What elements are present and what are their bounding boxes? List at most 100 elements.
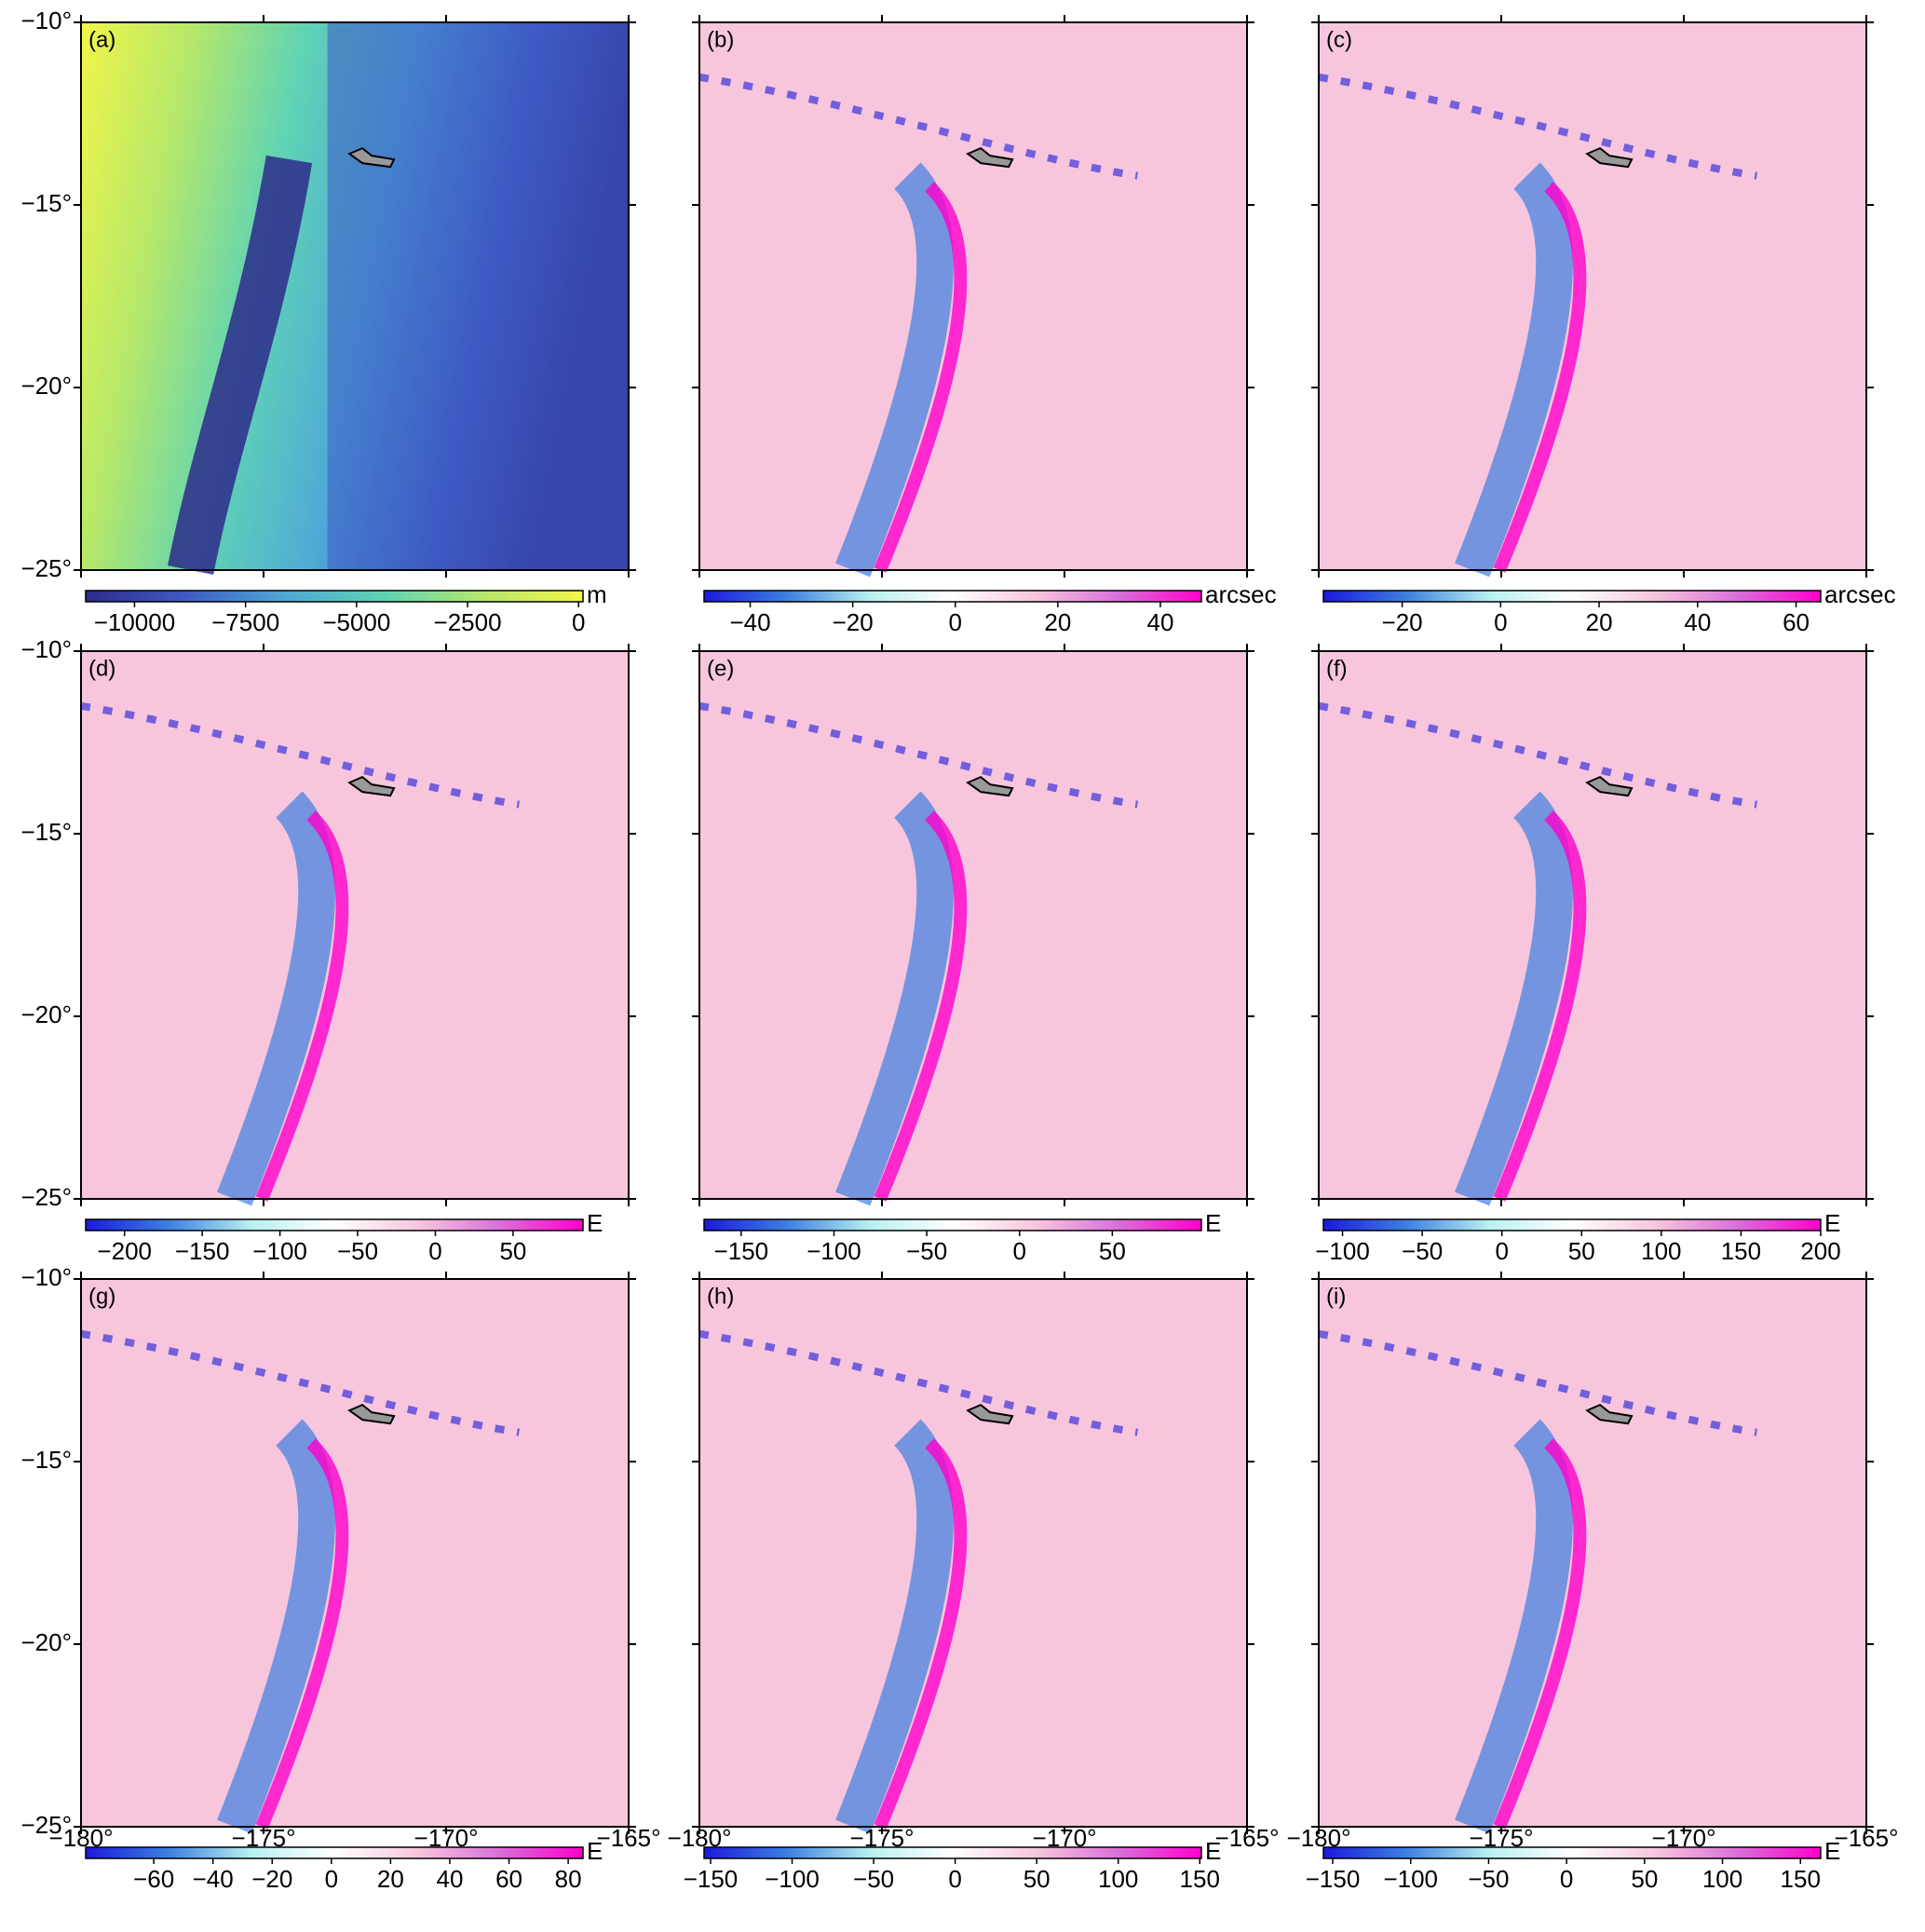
colorbar-tick-label: −200	[97, 1237, 152, 1265]
lat-label: −15°	[20, 818, 72, 846]
trench-high	[874, 1438, 968, 1830]
colorbar-tick-label: −40	[193, 1865, 234, 1893]
map-image	[1319, 651, 1866, 1199]
colorbar-unit: arcsec	[1824, 580, 1896, 608]
lat-label: −25°	[20, 554, 72, 582]
colorbar-tick-label: 150	[1721, 1237, 1761, 1265]
colorbar-tick-label: −150	[1306, 1865, 1361, 1893]
map-frame	[1318, 650, 1867, 1200]
island-chain	[698, 701, 1138, 809]
panel-label: (a)	[88, 27, 115, 52]
colorbar-unit: E	[1205, 1837, 1221, 1865]
island-chain	[698, 73, 1138, 180]
colorbar-tick-label: 0	[572, 608, 585, 636]
colorbar	[703, 1846, 1202, 1859]
colorbar-unit: E	[587, 1837, 603, 1865]
colorbar-tick-label: −50	[1402, 1237, 1443, 1265]
colorbar-tick-label: −10000	[94, 608, 175, 636]
colorbar-tick-label: −40	[729, 608, 770, 636]
map-frame	[698, 21, 1248, 571]
colorbar-tick-label: 50	[1099, 1237, 1126, 1265]
colorbar-tick-label: −2500	[434, 608, 502, 636]
lat-label: −15°	[20, 189, 72, 217]
panel-label: (f)	[1326, 656, 1348, 681]
island-chain	[1318, 1329, 1757, 1436]
colorbar-tick-label: −100	[252, 1237, 307, 1265]
trench-low	[1455, 162, 1573, 578]
trench-low	[835, 1419, 954, 1834]
lat-label: −20°	[20, 1628, 72, 1656]
colorbar-tick-label: −50	[337, 1237, 378, 1265]
colorbar-tick-label: 100	[1702, 1865, 1742, 1893]
colorbar-tick-label: −150	[684, 1865, 739, 1893]
colorbar-tick-label: 20	[377, 1865, 404, 1893]
map-panel: (g)−10°−15°−20°−25°−180° −175° −170° −165°	[20, 1263, 660, 1852]
colorbar-tick-label: −50	[853, 1865, 894, 1893]
lat-label: −10°	[20, 7, 72, 34]
lon-label: −165°	[1835, 1824, 1899, 1852]
colorbar-tick-label: −20	[833, 608, 874, 636]
colorbar-tick-label: 0	[949, 608, 962, 636]
map-panel: (a) −10° −15° −20° −25°	[20, 7, 636, 582]
colorbar-tick-label: −100	[765, 1865, 820, 1893]
colorbar-tick-label: −50	[1468, 1865, 1509, 1893]
island	[966, 775, 1014, 797]
trench-high	[1493, 1438, 1587, 1830]
map-image	[81, 651, 629, 1199]
trench-low	[217, 1419, 335, 1834]
panel-label: (e)	[707, 656, 734, 681]
colorbar-tick-label: 50	[1024, 1865, 1051, 1893]
map-panel: (f)	[1311, 644, 1874, 1206]
island	[1585, 146, 1634, 169]
map-frame	[1318, 1278, 1867, 1828]
trench	[168, 155, 313, 575]
map-frame	[80, 1278, 630, 1828]
island	[966, 1403, 1014, 1425]
colorbar-tick-label: −100	[1315, 1237, 1370, 1265]
map-panel: (b)	[692, 15, 1254, 578]
colorbar-tick-label: −60	[133, 1865, 174, 1893]
colorbar-tick-label: −150	[714, 1237, 769, 1265]
colorbar-tick-label: 0	[325, 1865, 338, 1893]
lat-label: −15°	[20, 1446, 72, 1474]
colorbar-tick-label: −100	[807, 1237, 861, 1265]
trench-high	[1493, 810, 1587, 1202]
colorbar-tick-label: −20	[251, 1865, 292, 1893]
lat-label: −20°	[20, 372, 72, 400]
colorbar-tick-label: 0	[1560, 1865, 1573, 1893]
trench-high	[874, 182, 968, 573]
lat-label: −25°	[20, 1183, 72, 1211]
colorbar	[85, 1846, 584, 1859]
lon-label: −165°	[1215, 1824, 1280, 1852]
colorbar-unit: E	[1205, 1209, 1221, 1237]
colorbar-tick-label: 60	[1783, 608, 1810, 636]
lat-label: −10°	[20, 1263, 72, 1291]
trench-low	[1455, 791, 1573, 1206]
colorbar-tick-label: 150	[1180, 1865, 1220, 1893]
colorbar-tick-label: 20	[1044, 608, 1071, 636]
trench-low	[217, 791, 335, 1206]
map-image	[1319, 22, 1866, 570]
colorbar-tick-label: −50	[906, 1237, 947, 1265]
panel-label: (b)	[707, 27, 734, 52]
island-chain	[698, 1329, 1138, 1436]
panel-label: (g)	[88, 1284, 115, 1309]
colorbar-tick-label: −100	[1383, 1865, 1438, 1893]
colorbar-tick-label: 0	[1495, 1237, 1508, 1265]
trench-high	[255, 1438, 349, 1830]
island	[966, 146, 1014, 169]
colorbar	[85, 1218, 584, 1231]
island	[1585, 775, 1634, 797]
colorbar	[703, 590, 1202, 603]
colorbar-tick-label: 50	[1568, 1237, 1595, 1265]
map-frame	[80, 21, 630, 571]
map-panel: (d) −10° −15° −20° −25°	[20, 635, 636, 1211]
trench-high	[874, 810, 968, 1202]
colorbar-tick-label: 150	[1781, 1865, 1821, 1893]
island-chain	[1318, 701, 1757, 809]
colorbar-tick-label: 80	[555, 1865, 582, 1893]
island	[347, 1403, 396, 1425]
colorbar-unit: arcsec	[1205, 580, 1277, 608]
colorbar	[1322, 1218, 1822, 1231]
